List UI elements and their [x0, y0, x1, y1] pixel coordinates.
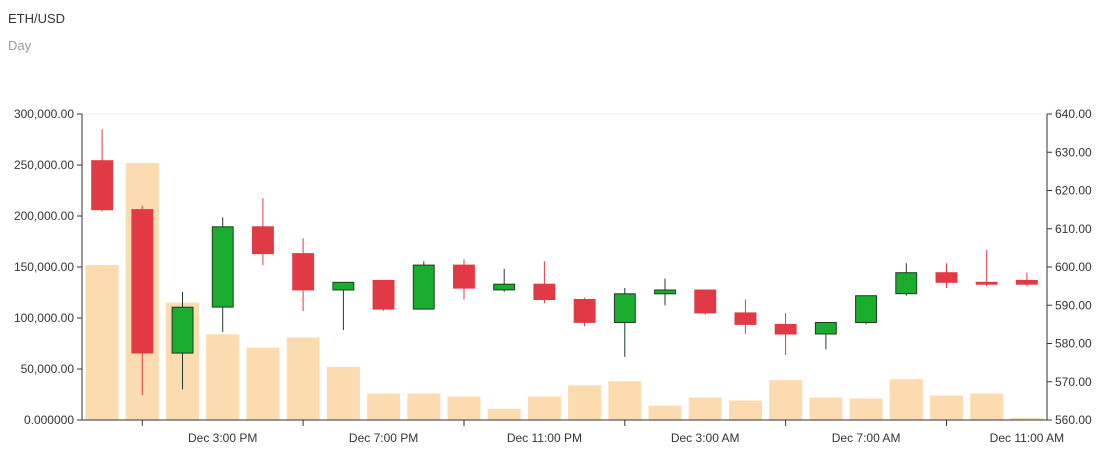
right-axis-tick-label: 620.00 [1055, 184, 1092, 198]
volume-bar [729, 400, 762, 420]
candle-up [332, 281, 355, 331]
candle-body [975, 281, 998, 285]
candle-body [171, 306, 194, 354]
candle-body [694, 289, 717, 314]
volume-bar [970, 393, 1004, 420]
right-axis-tick-label: 640.00 [1055, 107, 1092, 121]
candle-down [734, 299, 757, 334]
right-axis-tick-label: 610.00 [1055, 222, 1092, 236]
x-axis-tick-label: Dec 7:00 PM [349, 431, 418, 445]
candle-up [855, 295, 877, 325]
left-axis-tick-label: 50,000.00 [21, 362, 75, 376]
volume-bar [367, 393, 401, 420]
candle-body [533, 283, 556, 301]
left-axis-tick-label: 150,000.00 [14, 260, 74, 274]
candle-down [292, 238, 315, 311]
volume-bar [849, 398, 883, 420]
candle-body [935, 272, 958, 283]
volume-bar [889, 379, 923, 420]
candle-down [975, 249, 998, 287]
x-axis-tick-label: Dec 3:00 PM [188, 431, 257, 445]
volume-bar [206, 334, 240, 420]
volume-bar [286, 337, 320, 420]
volume-bar [648, 405, 682, 420]
candle-body [654, 289, 676, 295]
right-axis-tick-label: 590.00 [1055, 298, 1092, 312]
candle-down [774, 312, 797, 355]
volume-bar [769, 380, 803, 420]
candle-body [372, 279, 395, 310]
right-axis-tick-label: 600.00 [1055, 260, 1092, 274]
candle-body [91, 160, 114, 211]
left-axis-tick-label: 250,000.00 [14, 158, 74, 172]
candle-down [694, 289, 717, 315]
volume-bar [1010, 418, 1044, 420]
candle-down [372, 279, 395, 311]
x-axis-tick-label: Dec 11:00 AM [990, 431, 1064, 445]
candle-body [453, 264, 475, 289]
left-axis-tick-label: 100,000.00 [14, 311, 74, 325]
candle-up [613, 288, 636, 357]
candle-down [1015, 272, 1038, 287]
candle-down [453, 259, 475, 300]
right-axis-tick-label: 630.00 [1055, 145, 1092, 159]
volume-bar [568, 385, 602, 420]
candle-body [493, 283, 516, 291]
candle-up [814, 322, 837, 350]
left-axis-tick-label: 0.000000 [24, 413, 74, 427]
candle-down [252, 198, 274, 266]
candle-down [573, 297, 596, 327]
candle-up [895, 263, 918, 296]
candle-up [211, 217, 234, 332]
volume-bar [246, 347, 280, 420]
candle-body [131, 209, 154, 354]
volume-bar [688, 397, 722, 420]
candle-down [91, 129, 114, 212]
volume-bar [608, 381, 642, 420]
candle-body [734, 312, 757, 325]
candle-body [613, 293, 636, 323]
candle-body [895, 272, 918, 295]
volume-bar [326, 367, 360, 420]
candle-down [131, 205, 154, 396]
volume-bar [447, 396, 481, 420]
candle-up [654, 278, 676, 306]
candle-body [292, 253, 315, 291]
right-axis-tick-label: 570.00 [1055, 375, 1092, 389]
right-axis-tick-label: 560.00 [1055, 413, 1092, 427]
left-axis-tick-label: 200,000.00 [14, 209, 74, 223]
left-axis-tick-label: 300,000.00 [14, 107, 74, 121]
x-axis-tick-label: Dec 11:00 PM [507, 431, 582, 445]
candle-body [332, 281, 355, 291]
chart-title: ETH/USD [8, 11, 66, 26]
volume-bar [809, 397, 843, 420]
volume-bar [407, 393, 441, 420]
candle-up [171, 291, 194, 390]
candle-body [774, 323, 797, 335]
volume-bar [930, 395, 963, 420]
candle-up [493, 268, 516, 292]
volume-bar [527, 396, 561, 420]
candles [91, 129, 1038, 396]
candle-body [573, 299, 596, 323]
volume-bar [487, 408, 521, 420]
x-axis-tick-label: Dec 3:00 AM [671, 431, 740, 445]
candle-body [855, 295, 877, 324]
candle-body [252, 226, 274, 255]
chart-subtitle: Day [8, 38, 32, 53]
candle-body [1015, 279, 1038, 285]
candle-body [814, 322, 837, 335]
candle-body [412, 264, 435, 310]
right-axis-tick-label: 580.00 [1055, 337, 1092, 351]
candle-up [412, 261, 435, 310]
candle-body [211, 226, 234, 308]
candle-down [935, 263, 958, 288]
x-axis-tick-label: Dec 7:00 AM [832, 431, 901, 445]
axes: 0.000000 50,000.00 100,000.00 150,000.00 200… [14, 107, 1092, 445]
candle-down [533, 261, 556, 304]
volume-bar [85, 265, 119, 420]
